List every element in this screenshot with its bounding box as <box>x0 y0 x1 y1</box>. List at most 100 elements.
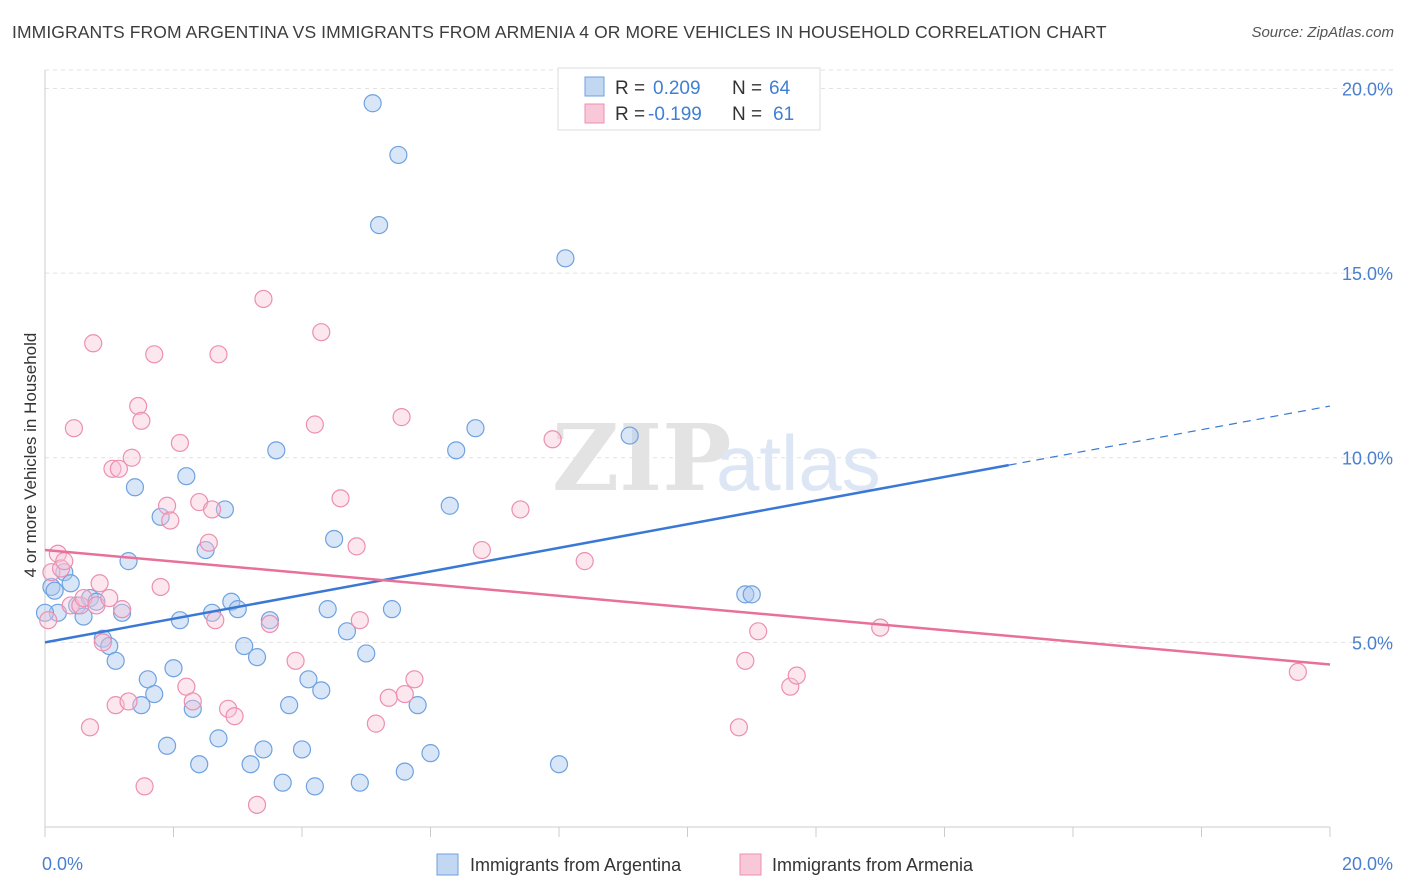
argentina-point-21 <box>177 467 196 486</box>
legend-r-value-2: -0.199 <box>648 104 702 125</box>
trend-layer <box>44 405 1331 666</box>
argentina-point-37 <box>280 696 299 715</box>
grid-layer <box>45 69 1395 643</box>
argentina-point-54 <box>440 496 459 515</box>
legend-r-value-1: 0.209 <box>653 78 701 99</box>
armenia-point-56 <box>729 718 749 737</box>
argentina-point-60 <box>736 585 755 604</box>
legend-r-label-2: R = <box>615 104 645 125</box>
armenia-point-42 <box>305 415 324 434</box>
armenia-point-47 <box>366 714 385 733</box>
argentina-point-45 <box>350 773 369 792</box>
armenia-point-21 <box>129 396 148 416</box>
armenia-point-17 <box>109 459 128 478</box>
y-tick-label-1: 10.0% <box>1342 449 1393 469</box>
argentina-point-52 <box>408 696 427 715</box>
armenia-point-28 <box>170 433 190 453</box>
armenia-point-33 <box>202 500 222 519</box>
argentina-point-57 <box>549 755 569 774</box>
argentina-point-23 <box>190 755 209 774</box>
armenia-point-55 <box>575 552 594 571</box>
armenia-point-24 <box>145 345 164 364</box>
argentina-point-36 <box>273 773 292 792</box>
argentina-point-44 <box>337 622 357 641</box>
armenia-point-23 <box>135 777 154 796</box>
series-legend-label-armenia: Immigrants from Armenia <box>772 855 974 875</box>
armenia-point-34 <box>206 611 225 630</box>
armenia-point-0 <box>39 611 58 630</box>
argentina-point-17 <box>151 507 170 526</box>
armenia-point-37 <box>225 707 244 726</box>
argentina-point-35 <box>267 441 286 460</box>
legend-n-value-2: 61 <box>773 104 794 125</box>
argentina-point-42 <box>318 600 337 619</box>
argentina-point-28 <box>222 592 241 611</box>
legend-n-label-1: N = <box>732 78 762 99</box>
argentina-point-47 <box>363 94 382 113</box>
argentina-point-22 <box>183 699 202 718</box>
y-tick-labels: 5.0% 10.0% 15.0% 20.0% <box>1342 79 1393 653</box>
x-tick-labels: 0.0% 20.0% <box>42 854 1393 874</box>
armenia-point-58 <box>749 622 768 641</box>
armenia-point-39 <box>254 289 273 309</box>
armenia-point-35 <box>209 345 228 364</box>
chart-title: IMMIGRANTS FROM ARGENTINA VS IMMIGRANTS … <box>12 22 1107 42</box>
stats-legend: R = 0.209 N = 64 R = -0.199 N = 61 <box>557 67 821 131</box>
x-tick-label-1: 20.0% <box>1342 854 1393 874</box>
argentina-point-59 <box>620 426 639 445</box>
armenia-point-51 <box>405 670 424 689</box>
argentina-point-33 <box>254 740 273 759</box>
armenia-point-25 <box>151 577 170 597</box>
argentina-point-46 <box>357 644 376 663</box>
legend-n-value-1: 64 <box>769 78 791 99</box>
armenia-point-43 <box>312 323 331 342</box>
axes-layer <box>44 70 1331 837</box>
armenia-point-60 <box>787 666 806 685</box>
armenia-point-14 <box>100 588 119 608</box>
armenia-point-15 <box>103 459 122 478</box>
argentina-point-10 <box>106 651 125 670</box>
armenia-point-44 <box>331 489 350 508</box>
armenia-point-54 <box>543 430 562 449</box>
argentina-point-50 <box>389 145 408 165</box>
legend-swatch-armenia <box>584 103 605 124</box>
armenia-point-10 <box>84 334 103 353</box>
argentina-point-26 <box>209 729 228 748</box>
armenia-point-1 <box>42 563 61 582</box>
armenia-point-61 <box>871 618 890 637</box>
armenia-point-32 <box>199 533 218 552</box>
argentina-point-55 <box>447 441 466 460</box>
argentina-point-5 <box>74 607 93 626</box>
series-legend: Immigrants from Argentina Immigrants fro… <box>436 853 974 876</box>
armenia-point-57 <box>736 651 755 670</box>
argentina-point-40 <box>305 777 324 796</box>
argentina-point-41 <box>312 681 331 700</box>
armenia-point-36 <box>219 699 238 718</box>
argentina-point-3 <box>61 574 80 593</box>
argentina-point-63 <box>45 581 64 600</box>
argentina-point-39 <box>299 670 318 689</box>
armenia-trend-line <box>44 548 1331 666</box>
argentina-point-53 <box>421 744 440 763</box>
armenia-point-13 <box>93 633 112 652</box>
x-tick-label-0: 0.0% <box>42 854 83 874</box>
argentina-point-51 <box>395 762 414 781</box>
legend-swatch-argentina <box>584 76 605 97</box>
armenia-point-18 <box>112 600 132 619</box>
armenia-point-40 <box>260 614 279 634</box>
armenia-point-50 <box>395 684 414 704</box>
argentina-point-61 <box>742 585 761 604</box>
chart-source: Source: ZipAtlas.com <box>1251 24 1394 41</box>
armenia-point-53 <box>511 500 530 519</box>
argentina-point-43 <box>325 529 344 549</box>
argentina-point-58 <box>556 249 575 268</box>
argentina-point-16 <box>145 684 164 704</box>
y-tick-label-3: 20.0% <box>1342 79 1393 99</box>
armenia-point-52 <box>472 540 491 560</box>
series-legend-swatch-armenia <box>739 853 762 876</box>
argentina-point-31 <box>241 755 260 774</box>
armenia-point-41 <box>286 651 305 670</box>
argentina-trend-line <box>44 463 1009 644</box>
argentina-point-49 <box>382 600 402 619</box>
